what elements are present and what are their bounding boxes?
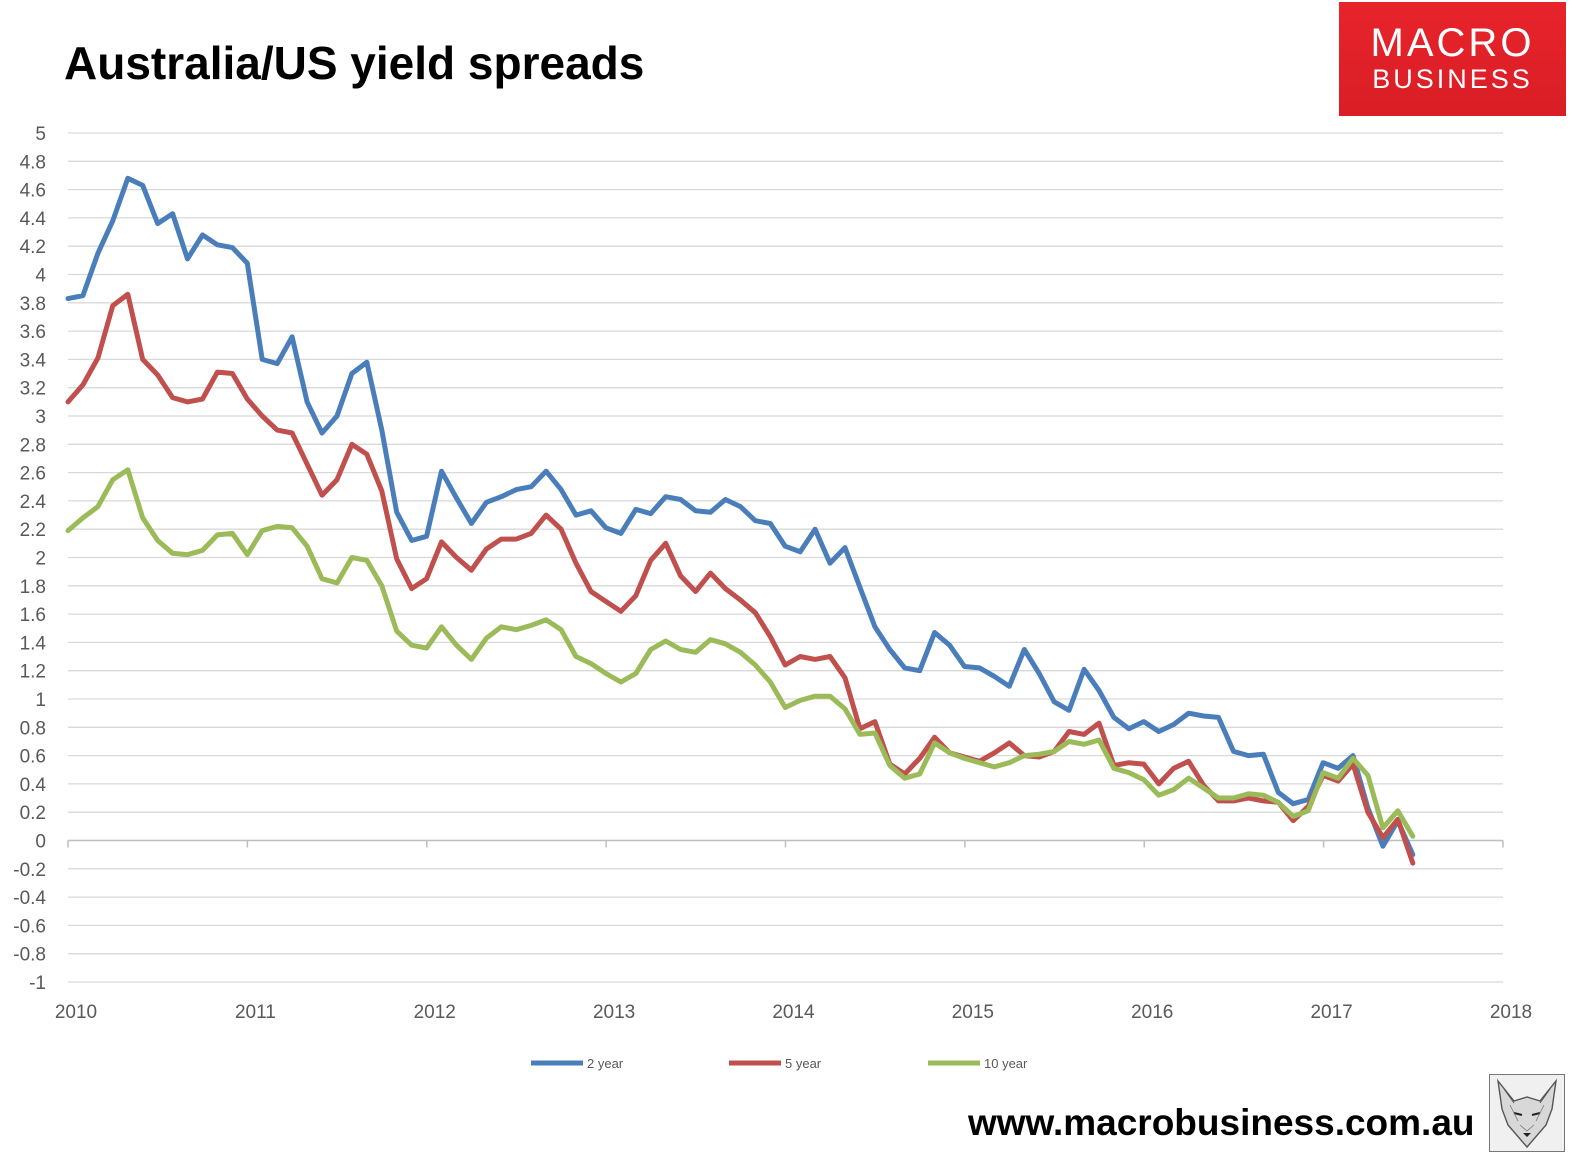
- x-tick-label: 2015: [952, 1002, 994, 1023]
- logo-line-business: BUSINESS: [1372, 64, 1533, 94]
- y-tick-label: 0: [35, 832, 46, 853]
- y-tick-label: 4.4: [20, 209, 47, 230]
- fox-head-icon: [1489, 1074, 1565, 1152]
- x-tick-label: 2018: [1490, 1002, 1532, 1023]
- y-tick-label: 5: [35, 124, 46, 145]
- y-tick-label: 0.2: [20, 803, 46, 824]
- y-tick-label: 1: [35, 690, 46, 711]
- series-line-5-year: [65, 291, 1416, 866]
- legend-item-2-year: 2 year: [531, 1056, 624, 1071]
- legend-label: 10 year: [984, 1056, 1028, 1071]
- y-tick-label: 1.4: [20, 633, 47, 654]
- legend-label: 5 year: [785, 1056, 822, 1071]
- y-tick-label: -0.4: [13, 888, 46, 909]
- x-axis: 2010 2011 2012 2013 2014 2015 2016 2017 2018: [55, 839, 1532, 1023]
- macrobusiness-logo: MACRO BUSINESS: [1339, 2, 1566, 116]
- x-tick-label: 2016: [1131, 1002, 1173, 1023]
- series-lines: [65, 175, 1416, 866]
- y-tick-label: -0.6: [13, 916, 46, 937]
- y-tick-label: 1.8: [20, 577, 46, 598]
- x-tick-label: 2013: [593, 1002, 635, 1023]
- y-tick-label: 1.2: [20, 662, 46, 683]
- y-tick-label: 0.6: [20, 747, 46, 768]
- y-tick-label: 4.8: [20, 152, 46, 173]
- y-tick-label: 3.6: [20, 322, 46, 343]
- x-tick-label: 2017: [1310, 1002, 1352, 1023]
- y-tick-label: 4.2: [20, 237, 46, 258]
- x-tick-label: 2012: [414, 1002, 456, 1023]
- y-tick-label: 1.6: [20, 605, 46, 626]
- x-tick-label: 2011: [235, 1002, 276, 1023]
- logo-line-macro: MACRO: [1370, 21, 1535, 65]
- y-tick-label: 2.6: [20, 464, 46, 485]
- y-tick-label: 2.2: [20, 520, 46, 541]
- legend-item-10-year: 10 year: [928, 1056, 1028, 1071]
- x-tick-label: 2014: [772, 1002, 815, 1023]
- legend-label: 2 year: [587, 1056, 624, 1071]
- series-line-2-year: [65, 175, 1416, 858]
- y-tick-label: 3.8: [20, 294, 46, 315]
- y-tick-label: 3.2: [20, 379, 46, 400]
- y-tick-label: 0.8: [20, 718, 46, 739]
- y-tick-label: 4.6: [20, 181, 46, 202]
- y-tick-label: -0.8: [13, 945, 46, 966]
- y-axis-tick-labels: 5 4.8 4.6 4.4 4.2 4 3.8 3.6 3.4 3.2 3 2.8 2.6 2.4 2.2 2…: [13, 124, 46, 994]
- y-tick-label: 2: [35, 549, 46, 570]
- y-tick-label: 4: [35, 266, 46, 287]
- y-tick-label: 3: [35, 407, 46, 428]
- y-tick-label: 2.8: [20, 435, 46, 456]
- y-tick-label: -1: [29, 973, 46, 994]
- series-line-10-year: [65, 467, 1416, 839]
- gridlines: [68, 132, 1503, 983]
- y-tick-label: 2.4: [20, 492, 47, 513]
- legend-item-5-year: 5 year: [729, 1056, 822, 1071]
- legend: 2 year 5 year 10 year: [531, 1056, 1028, 1071]
- footer-url: www.macrobusiness.com.au: [968, 1102, 1475, 1143]
- chart-title: Australia/US yield spreads: [64, 37, 645, 89]
- y-tick-label: -0.2: [13, 860, 46, 881]
- y-tick-label: 3.4: [20, 350, 47, 371]
- y-tick-label: 0.4: [20, 775, 47, 796]
- x-tick-label: 2010: [55, 1002, 97, 1023]
